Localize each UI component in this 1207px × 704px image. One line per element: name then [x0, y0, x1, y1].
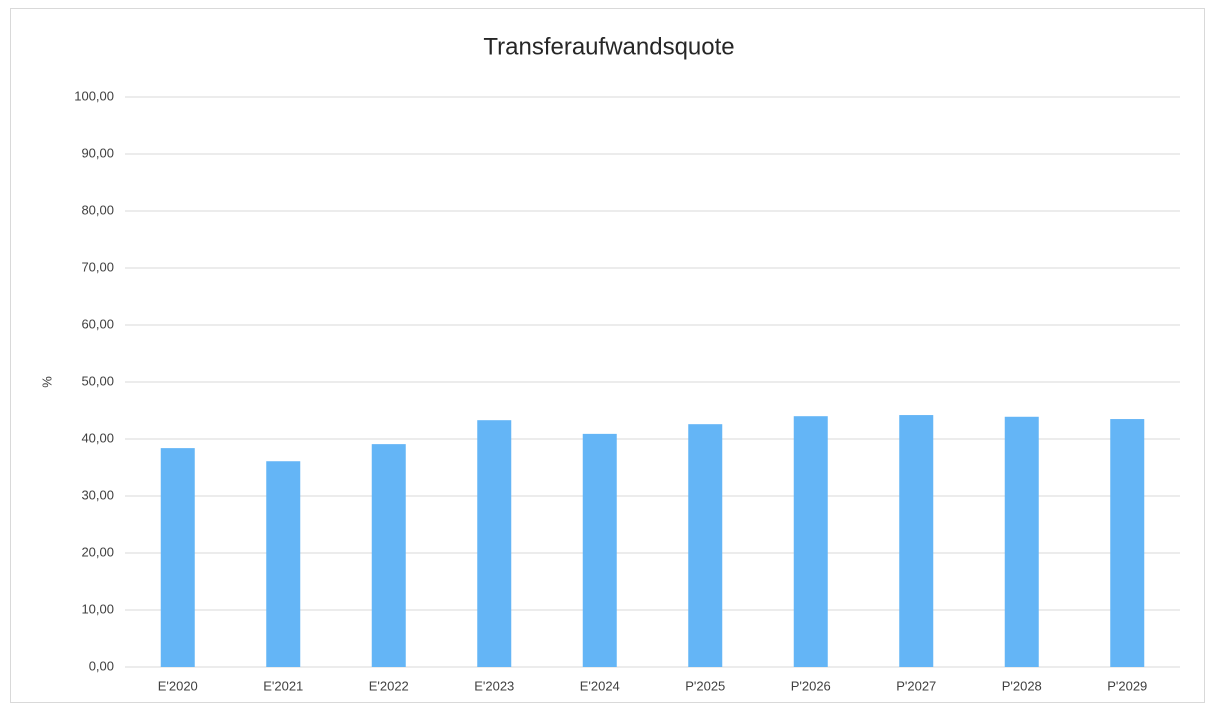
bar [160, 448, 195, 667]
bar [899, 415, 934, 667]
y-tick-label: 10,00 [81, 601, 114, 616]
x-tick-label: E'2023 [474, 678, 514, 693]
bar [1004, 416, 1039, 667]
x-tick-label: P'2028 [1002, 678, 1042, 693]
bar [793, 416, 828, 667]
y-tick-label: 30,00 [81, 487, 114, 502]
chart-title: Transferaufwandsquote [483, 33, 734, 60]
y-tick-label: 80,00 [81, 202, 114, 217]
y-tick-label: 60,00 [81, 316, 114, 331]
bar [1110, 419, 1145, 667]
bar [477, 420, 512, 667]
x-tick-label: P'2026 [791, 678, 831, 693]
y-tick-label: 40,00 [81, 430, 114, 445]
bar [266, 461, 301, 667]
y-axis-label: % [39, 376, 54, 388]
y-tick-label: 0,00 [89, 658, 114, 673]
x-tick-label: P'2025 [685, 678, 725, 693]
y-tick-label: 70,00 [81, 259, 114, 274]
bar [688, 424, 723, 667]
bar [371, 444, 406, 667]
y-tick-label: 50,00 [81, 373, 114, 388]
x-tick-label: E'2022 [369, 678, 409, 693]
y-tick-label: 100,00 [74, 88, 114, 103]
y-tick-label: 90,00 [81, 145, 114, 160]
x-tick-label: P'2029 [1107, 678, 1147, 693]
y-tick-label: 20,00 [81, 544, 114, 559]
bar [582, 433, 617, 667]
x-tick-label: P'2027 [896, 678, 936, 693]
x-tick-label: E'2021 [263, 678, 303, 693]
x-tick-label: E'2020 [158, 678, 198, 693]
x-tick-label: E'2024 [580, 678, 620, 693]
